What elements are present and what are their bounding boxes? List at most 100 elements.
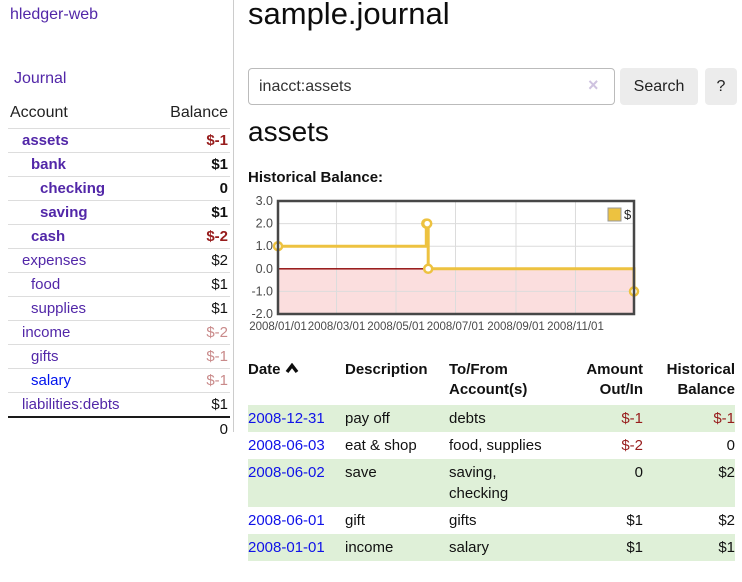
transaction-amount: $-2 (621, 437, 643, 454)
account-balance: $1 (148, 152, 230, 177)
accounts-header-balance: Balance (170, 104, 228, 121)
account-link-saving[interactable]: saving (8, 200, 148, 225)
account-balance: 0 (148, 176, 230, 201)
app-title-link[interactable]: hledger-web (10, 6, 99, 23)
clear-search-icon[interactable]: × (588, 75, 599, 95)
account-link-income[interactable]: income (8, 320, 148, 345)
accounts-header-row: Account Balance (8, 101, 230, 129)
search-button[interactable]: Search (620, 68, 698, 105)
transaction-amount: $1 (626, 512, 643, 529)
x-tick-label: 2008/07/01 (427, 321, 485, 333)
y-tick-label: 0.0 (256, 262, 273, 276)
account-row-income: income $-2 (8, 320, 230, 345)
account-row-checking: checking 0 (8, 176, 230, 201)
transaction-description: save (345, 464, 377, 481)
y-tick-label: 2.0 (256, 217, 273, 231)
account-balance: $-2 (148, 224, 230, 249)
account-link-gifts[interactable]: gifts (8, 344, 148, 369)
account-balance: $1 (148, 200, 230, 225)
register-row: 2008-01-01 income salary $1 $1 (248, 534, 735, 561)
account-row-bank: bank $1 (8, 152, 230, 177)
account-link-salary[interactable]: salary (8, 368, 148, 393)
accounts-total-balance: 0 (148, 416, 230, 441)
transaction-accounts: gifts (449, 512, 477, 529)
legend-swatch (607, 207, 622, 222)
transaction-date-link[interactable]: 2008-01-01 (248, 539, 325, 556)
page-title: sample.journal (248, 0, 450, 31)
transaction-description: eat & shop (345, 437, 417, 454)
transaction-description: gift (345, 512, 366, 529)
transaction-accounts: salary (449, 539, 490, 556)
x-tick-label: 2008/09/01 (487, 321, 545, 333)
x-tick-label: 2008/01/01 (249, 321, 307, 333)
account-balance: $-2 (148, 320, 230, 345)
account-link-assets[interactable]: assets (8, 128, 148, 153)
register-header-date[interactable]: Date (248, 358, 345, 405)
x-tick-label: 2008/11/01 (547, 321, 604, 333)
account-link-cash[interactable]: cash (8, 224, 148, 249)
plot-border (276, 199, 636, 316)
sort-ascending-icon (285, 363, 298, 374)
transaction-date-link[interactable]: 2008-06-02 (248, 464, 325, 481)
account-link-food[interactable]: food (8, 272, 148, 297)
account-balance: $-1 (148, 128, 230, 153)
account-link-supplies[interactable]: supplies (8, 296, 148, 321)
transaction-amount: $-1 (621, 410, 643, 427)
x-tick-label: 2008/05/01 (367, 321, 425, 333)
legend-label: $ (624, 207, 632, 222)
register-row: 2008-06-03 eat & shop food, supplies $-2… (248, 432, 735, 459)
transaction-amount: 0 (634, 464, 643, 481)
y-tick-label: 3.0 (256, 196, 273, 208)
transaction-date-link[interactable]: 2008-06-01 (248, 512, 325, 529)
help-button[interactable]: ? (705, 68, 737, 105)
account-link-bank[interactable]: bank (8, 152, 148, 177)
transaction-accounts: debts (449, 410, 486, 427)
register-row: 2008-12-31 pay off debts $-1 $-1 (248, 405, 735, 432)
account-row-expenses: expenses $2 (8, 248, 230, 273)
y-tick-label: 1.0 (256, 239, 273, 253)
transaction-balance: $2 (718, 512, 735, 529)
transaction-accounts: food, supplies (449, 437, 542, 454)
account-row-saving: saving $1 (8, 200, 230, 225)
accounts-total-row: 0 (8, 416, 230, 441)
sidebar: hledger-web Journal Account Balance asse… (0, 0, 234, 441)
register-header-row: Date Description To/From Account(s) Amou… (248, 358, 735, 405)
account-row-cash: cash $-2 (8, 224, 230, 249)
account-row-food: food $1 (8, 272, 230, 297)
transaction-date-link[interactable]: 2008-12-31 (248, 410, 325, 427)
accounts-table: Account Balance assets $-1 bank $1 check… (8, 101, 230, 441)
register-header-balance: Historical Balance (666, 361, 735, 398)
account-balance: $1 (148, 296, 230, 321)
transaction-description: income (345, 539, 394, 556)
y-tick-label: -1.0 (251, 284, 273, 298)
register-row: 2008-06-02 save saving, checking 0 $2 (248, 459, 735, 507)
transaction-accounts: saving, checking (449, 464, 509, 502)
register-row: 2008-06-01 gift gifts $1 $2 (248, 507, 735, 534)
main-content: sample.journal × Search ? assets Histori… (248, 0, 742, 582)
account-row-salary: salary $-1 (8, 368, 230, 393)
account-link-expenses[interactable]: expenses (8, 248, 148, 273)
account-link-checking[interactable]: checking (8, 176, 148, 201)
account-heading: assets (248, 116, 329, 147)
x-tick-label: 2008/03/01 (308, 321, 366, 333)
register-header-amount: Amount Out/In (586, 361, 643, 398)
register-header-date-label: Date (248, 361, 281, 378)
balance-chart: $3.0 2.0 1.0 0.0 -1.0 -2.0 2008/01/01 2008/03/0… (248, 194, 742, 338)
search-input[interactable] (248, 68, 615, 105)
sidebar-item-journal[interactable]: Journal (14, 70, 67, 87)
account-row-gifts: gifts $-1 (8, 344, 230, 369)
register-table: Date Description To/From Account(s) Amou… (248, 358, 735, 561)
transaction-date-link[interactable]: 2008-06-03 (248, 437, 325, 454)
account-balance: $1 (148, 392, 230, 417)
transaction-balance: $-1 (713, 410, 735, 427)
y-tick-label: -2.0 (251, 307, 273, 321)
transaction-description: pay off (345, 410, 390, 427)
account-balance: $1 (148, 272, 230, 297)
chart-title: Historical Balance: (248, 169, 384, 186)
accounts-total-spacer (8, 416, 148, 441)
transaction-balance: $2 (718, 464, 735, 481)
account-row-assets: assets $-1 (8, 128, 230, 153)
account-link-liabilities-debts[interactable]: liabilities:debts (8, 392, 148, 417)
register-header-description: Description (345, 361, 428, 378)
